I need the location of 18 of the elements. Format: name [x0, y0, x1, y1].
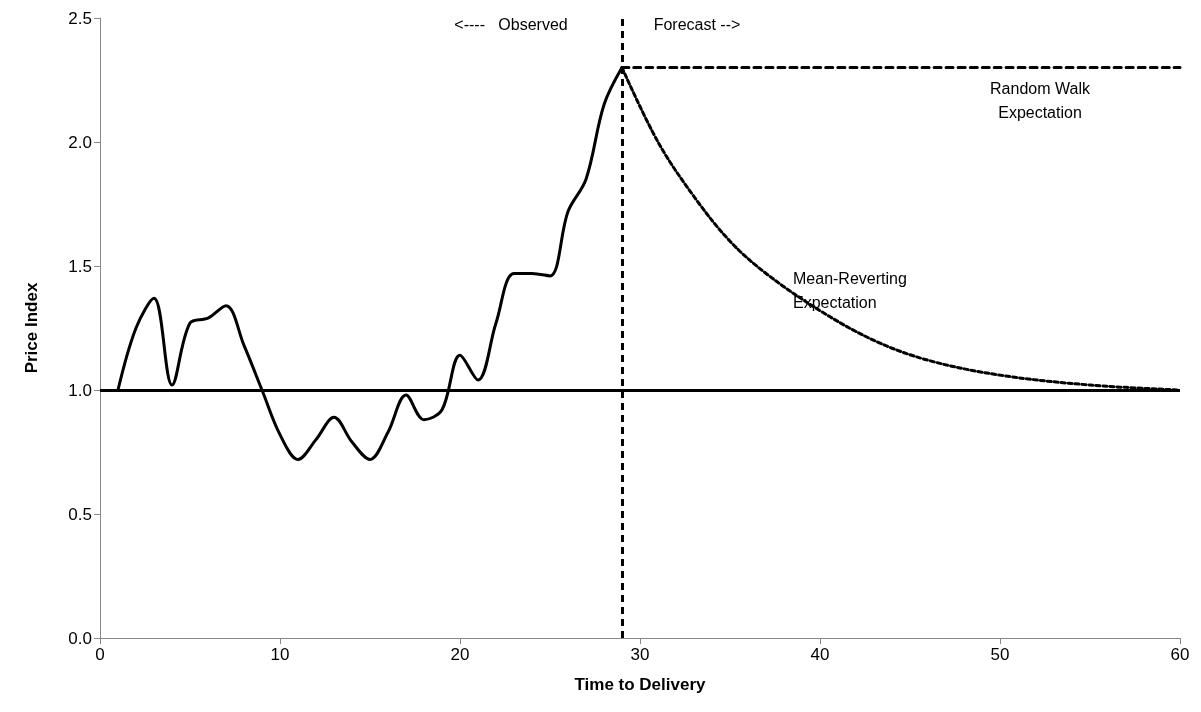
x-tick-label: 60: [1170, 645, 1190, 664]
y-tick-label: 0.5: [68, 504, 92, 524]
x-tick-label: 40: [810, 645, 830, 664]
x-tick-label: 20: [450, 645, 470, 664]
y-tick-label: 2.5: [68, 8, 92, 28]
annotation: <---- Observed: [454, 15, 568, 33]
x-tick-label: 50: [990, 645, 1010, 664]
annotation: Forecast -->: [653, 15, 741, 33]
y-tick-label: 0.0: [68, 628, 92, 648]
x-tick-label: 30: [630, 645, 650, 664]
x-tick-label: 10: [270, 645, 290, 664]
annotation: Random Walk Expectation: [990, 79, 1091, 121]
x-axis-title: Time to Delivery: [574, 675, 707, 694]
x-tick-label: 0: [95, 645, 105, 664]
y-tick-label: 1.5: [68, 256, 92, 276]
y-tick-label: 2.0: [68, 132, 92, 152]
y-axis-title: Price Index: [22, 282, 41, 374]
y-tick-label: 1.0: [68, 380, 92, 400]
